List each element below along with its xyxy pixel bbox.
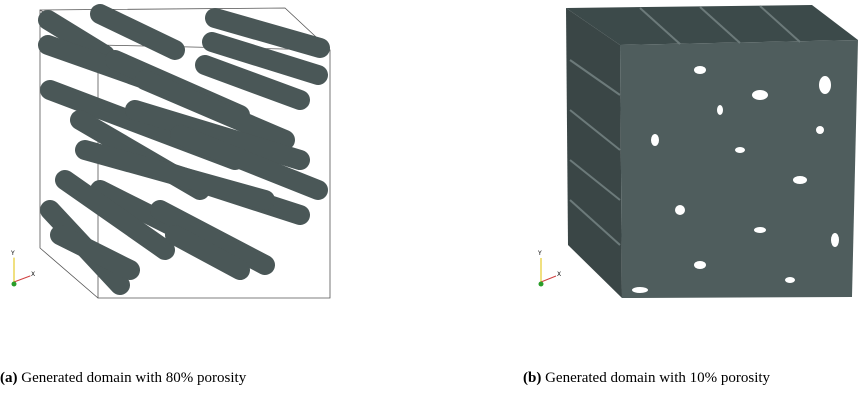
axis-label: Y	[10, 250, 15, 257]
caption-label: (a)	[0, 370, 18, 386]
axis-label: Y	[537, 250, 542, 257]
axis-triad: Y X	[10, 250, 35, 287]
caption-label: (b)	[523, 370, 541, 386]
caption: (b) Generated domain with 10% porosity	[523, 370, 770, 387]
caption-text: Generated domain with 80% porosity	[21, 370, 246, 386]
figure-images: Y X	[0, 0, 862, 360]
caption: (a) Generated domain with 80% porosity	[0, 370, 246, 387]
solid-domain-image: Y X	[537, 5, 858, 298]
axis-triad: Y X	[537, 250, 561, 287]
caption-text: Generated domain with 10% porosity	[545, 370, 770, 386]
figure-page: {"figures": [ {"label": "(a)", "caption"…	[0, 0, 862, 398]
axis-label: X	[557, 271, 561, 278]
axis-label: X	[31, 271, 35, 278]
rod-domain-image: Y X	[10, 8, 330, 298]
